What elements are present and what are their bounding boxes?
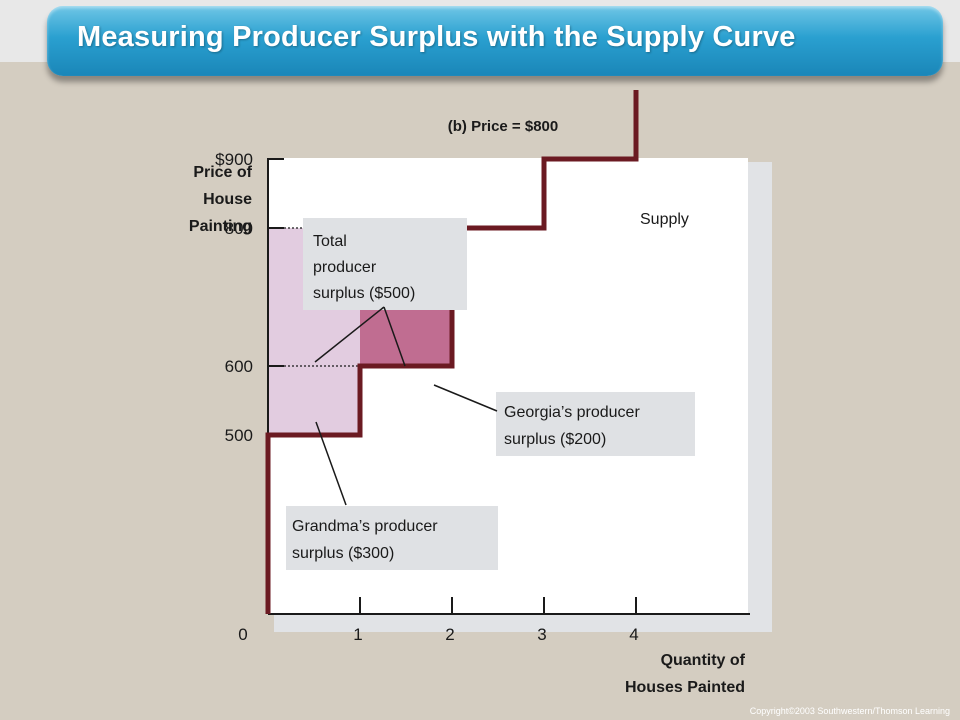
y-tick-label: 800	[225, 219, 253, 238]
x-axis-label-line-1: Quantity of	[661, 652, 746, 669]
supply-label: Supply	[640, 211, 689, 228]
georgia-surplus-label-line-2: surplus ($200)	[504, 431, 606, 448]
total-surplus-label-line-2: producer	[313, 259, 377, 276]
x-ticks: 1 2 3 4	[353, 597, 639, 644]
origin-label: 0	[238, 625, 247, 644]
y-tick-label: $900	[215, 150, 253, 169]
y-tick-label: 600	[225, 357, 253, 376]
x-tick-label: 2	[445, 625, 454, 644]
y-axis-label-line-2: House	[203, 191, 252, 208]
total-leader-to-grandma	[314, 306, 385, 363]
x-tick-label: 1	[353, 625, 362, 644]
georgia-surplus-label-line-1: Georgia’s producer	[504, 404, 640, 421]
title-banner: Measuring Producer Surplus with the Supp…	[47, 6, 943, 76]
page-title: Measuring Producer Surplus with the Supp…	[77, 21, 796, 53]
total-surplus-label-line-1: Total	[313, 233, 347, 250]
y-tick-label: 500	[225, 426, 253, 445]
grandma-surplus-callout-box	[286, 506, 498, 570]
georgia-leader	[433, 384, 498, 412]
copyright-notice: Copyright©2003 Southwestern/Thomson Lear…	[749, 706, 950, 716]
georgia-surplus-callout-box	[496, 392, 695, 456]
y-axis-label-line-3: Painting	[189, 218, 252, 235]
x-tick-label: 3	[537, 625, 546, 644]
total-surplus-label-line-3: surplus ($500)	[313, 285, 415, 302]
grandma-leader	[315, 421, 347, 506]
grandma-surplus-label-line-2: surplus ($300)	[292, 545, 394, 562]
total-leader-to-georgia	[383, 306, 406, 367]
y-axis-label-line-1: Price of	[193, 164, 252, 181]
y-ticks: $900 800 600 500	[215, 150, 284, 445]
total-surplus-callout-box	[303, 218, 467, 310]
x-axis-label-line-2: Houses Painted	[625, 679, 745, 696]
x-tick-label: 4	[629, 625, 638, 644]
callout-leader-lines	[314, 306, 498, 506]
chart-title: (b) Price = $800	[448, 118, 558, 135]
grandma-surplus-label-line-1: Grandma’s producer	[292, 518, 438, 535]
